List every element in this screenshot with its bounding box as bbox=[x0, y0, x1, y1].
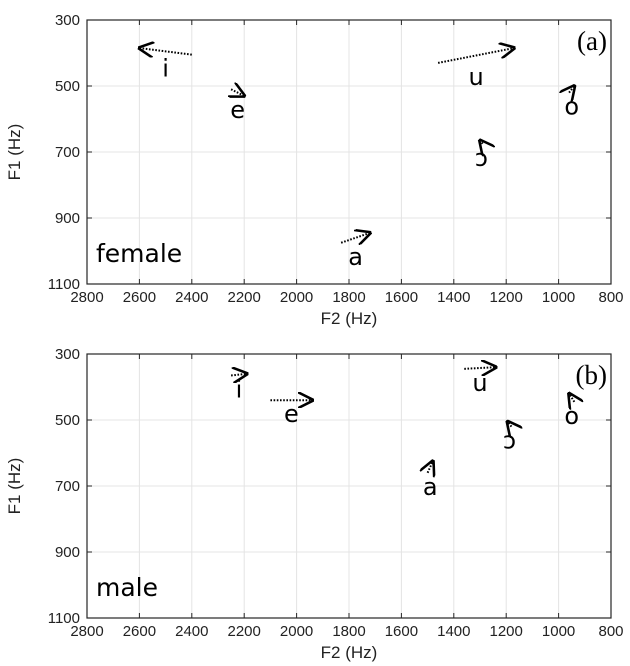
trajectory-line bbox=[437, 48, 514, 64]
vowel-label: a bbox=[348, 243, 363, 271]
trajectory-line bbox=[480, 140, 483, 143]
panel-0: 2800 2600 2400 2200 2000 1800 1600 1400 1200 1000… bbox=[5, 12, 624, 328]
vowel-trajectory: u bbox=[437, 48, 514, 91]
y-axis-label: F1 (Hz) bbox=[5, 124, 24, 181]
vowel-label: ɔ bbox=[503, 427, 516, 455]
x-tick-label: 1200 bbox=[490, 289, 523, 306]
panel-label: (a) bbox=[577, 26, 607, 56]
x-tick-label: 2000 bbox=[280, 623, 313, 640]
x-axis-label: F2 (Hz) bbox=[321, 643, 378, 662]
y-tick-label: 700 bbox=[55, 144, 80, 161]
x-tick-label: 800 bbox=[598, 623, 623, 640]
y-tick-label: 300 bbox=[55, 12, 80, 29]
vowel-label: i bbox=[236, 375, 243, 403]
x-axis-label: F2 (Hz) bbox=[321, 309, 378, 328]
vowel-trajectory: i bbox=[139, 48, 192, 83]
x-tick-label: 1200 bbox=[490, 623, 523, 640]
vowel-label: ɔ bbox=[475, 144, 488, 172]
x-tick-label: 1600 bbox=[385, 289, 418, 306]
y-tick-label: 900 bbox=[55, 544, 80, 561]
y-axis-label: F1 (Hz) bbox=[5, 458, 24, 515]
vowel-trajectory: ɔ bbox=[503, 422, 516, 455]
x-tick-label: 2400 bbox=[175, 289, 208, 306]
y-tick-label: 900 bbox=[55, 210, 80, 227]
y-tick-label: 1100 bbox=[48, 610, 80, 627]
vowel-trajectory: i bbox=[230, 374, 247, 403]
panel-1: 2800 2600 2400 2200 2000 1800 1600 1400 1200 1000… bbox=[5, 346, 624, 662]
trajectory-line bbox=[508, 422, 512, 427]
vowel-trajectory: o bbox=[564, 86, 579, 121]
vowel-trajectory: a bbox=[423, 461, 438, 501]
x-tick-label: 2200 bbox=[228, 623, 261, 640]
y-tick-label: 700 bbox=[55, 478, 80, 495]
x-tick-label: 1400 bbox=[437, 623, 470, 640]
x-tick-label: 2600 bbox=[123, 289, 156, 306]
y-tick-label: 500 bbox=[55, 412, 80, 429]
trajectory-line bbox=[569, 86, 574, 93]
y-tick-label: 1100 bbox=[48, 276, 80, 293]
trajectory-line bbox=[230, 374, 247, 376]
x-tick-label: 1600 bbox=[385, 623, 418, 640]
vowel-label: u bbox=[468, 63, 483, 91]
vowel-label: u bbox=[472, 369, 487, 397]
vowel-label: i bbox=[162, 55, 169, 83]
x-tick-label: 2800 bbox=[70, 623, 103, 640]
y-tick-label: 500 bbox=[55, 78, 80, 95]
x-tick-label: 2200 bbox=[228, 289, 261, 306]
x-tick-label: 2000 bbox=[280, 289, 313, 306]
vowel-trajectory: o bbox=[564, 394, 579, 430]
y-tick-label: 300 bbox=[55, 346, 80, 363]
trajectory-line bbox=[464, 367, 495, 369]
vowel-label: o bbox=[564, 93, 579, 121]
vowel-label: o bbox=[564, 402, 579, 430]
group-label: female bbox=[96, 239, 182, 268]
x-tick-label: 1000 bbox=[542, 289, 575, 306]
vowel-trajectory: ɔ bbox=[475, 140, 488, 172]
x-tick-label: 2600 bbox=[123, 623, 156, 640]
trajectory-line bbox=[139, 48, 192, 55]
x-tick-label: 800 bbox=[598, 289, 623, 306]
trajectory-line bbox=[231, 89, 244, 96]
panel-label: (b) bbox=[576, 360, 607, 390]
vowel-trajectory: a bbox=[340, 233, 370, 271]
vowel-trajectory: u bbox=[464, 367, 495, 397]
trajectory-line bbox=[428, 461, 433, 473]
x-tick-label: 1400 bbox=[437, 289, 470, 306]
group-label: male bbox=[96, 573, 158, 602]
x-tick-label: 1800 bbox=[332, 289, 365, 306]
vowel-trajectory: e bbox=[270, 400, 312, 428]
vowel-label: a bbox=[423, 473, 438, 501]
vowel-label: e bbox=[284, 400, 299, 428]
x-tick-label: 1000 bbox=[542, 623, 575, 640]
x-tick-label: 2800 bbox=[70, 289, 103, 306]
vowel-label: e bbox=[230, 96, 245, 124]
vowel-trajectory: e bbox=[230, 89, 245, 124]
x-tick-label: 2400 bbox=[175, 623, 208, 640]
x-tick-label: 1800 bbox=[332, 623, 365, 640]
